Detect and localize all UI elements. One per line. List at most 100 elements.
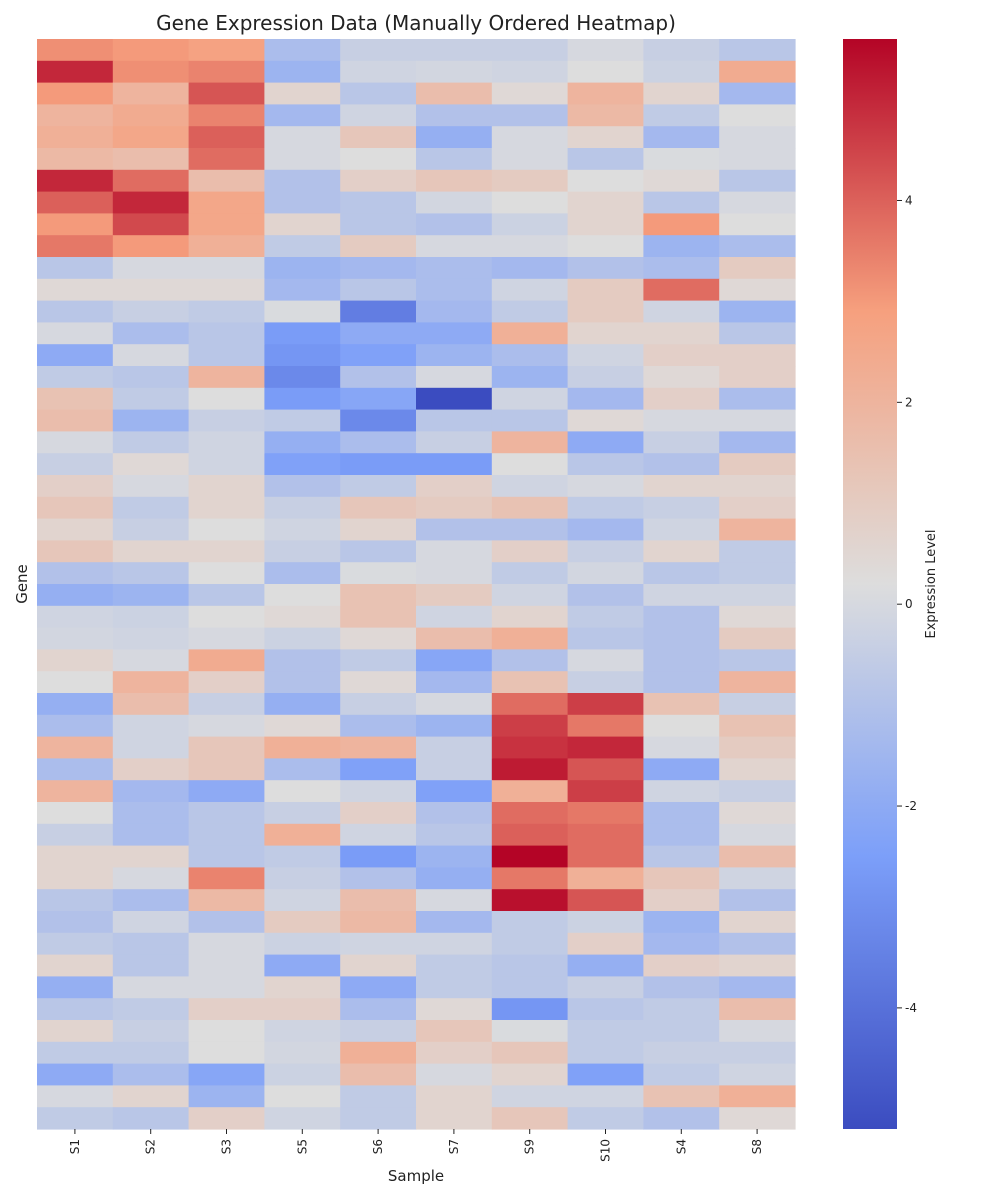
heatmap-cell <box>567 714 644 738</box>
heatmap-cell <box>264 235 341 258</box>
heatmap-cell <box>188 235 265 258</box>
heatmap-cell <box>188 605 265 629</box>
heatmap-cell <box>416 1063 493 1086</box>
heatmap-cell <box>567 932 644 956</box>
heatmap-cell <box>643 736 720 759</box>
heatmap-cell <box>491 1041 569 1065</box>
heatmap-cell <box>567 518 644 541</box>
colorbar-ticks: -4 -2 0 2 4 <box>897 193 917 1015</box>
colorbar-tick-label: -2 <box>905 799 917 813</box>
heatmap-cell <box>719 60 796 84</box>
heatmap-cell <box>491 60 569 84</box>
heatmap-cell <box>643 169 720 193</box>
heatmap-cell <box>491 736 569 759</box>
heatmap-cell <box>340 475 417 498</box>
heatmap-cell <box>491 322 569 345</box>
x-tick-label: S8 <box>750 1139 764 1154</box>
heatmap-cell <box>112 649 190 672</box>
heatmap-cell <box>416 998 493 1021</box>
heatmap-cell <box>340 387 417 411</box>
heatmap-cell <box>416 845 493 868</box>
heatmap-cell <box>340 518 417 541</box>
heatmap-cell <box>37 911 114 934</box>
heatmap-cell <box>491 475 569 498</box>
heatmap-cell <box>719 39 796 62</box>
heatmap-cell <box>37 431 114 454</box>
heatmap-cell <box>567 366 644 389</box>
heatmap-cell <box>719 387 796 411</box>
heatmap-cell <box>491 932 569 956</box>
heatmap-cell <box>188 431 265 454</box>
heatmap-cell <box>340 954 417 977</box>
heatmap-cell <box>719 300 796 323</box>
heatmap-cell <box>112 693 190 716</box>
heatmap-cell <box>37 932 114 956</box>
heatmap-cell <box>264 409 341 432</box>
heatmap-cell <box>416 39 493 62</box>
heatmap-cell <box>416 475 493 498</box>
heatmap-cell <box>264 475 341 498</box>
heatmap-cell <box>491 126 569 149</box>
heatmap-cell <box>37 366 114 389</box>
heatmap-cell <box>188 453 265 476</box>
heatmap-cell <box>719 409 796 432</box>
heatmap-cell <box>491 409 569 432</box>
heatmap-cell <box>112 1107 190 1130</box>
heatmap-cell <box>37 278 114 302</box>
heatmap-cell <box>340 780 417 803</box>
heatmap-cell <box>264 104 341 127</box>
heatmap-cell <box>567 867 644 890</box>
heatmap-cell <box>340 1063 417 1086</box>
heatmap-cell <box>112 627 190 650</box>
heatmap-cell <box>643 1020 720 1043</box>
heatmap-cell <box>491 235 569 258</box>
heatmap-cell <box>264 1041 341 1065</box>
heatmap-cell <box>643 649 720 672</box>
heatmap-cell <box>340 758 417 781</box>
heatmap-cell <box>37 1041 114 1065</box>
heatmap-cell <box>188 823 265 847</box>
heatmap-cell <box>416 213 493 236</box>
heatmap-cell <box>340 998 417 1021</box>
heatmap-cell <box>340 169 417 193</box>
heatmap-cell <box>416 584 493 607</box>
heatmap-cell <box>188 562 265 585</box>
heatmap-cell <box>37 1085 114 1108</box>
heatmap-cell <box>264 82 341 105</box>
x-tick-label: S2 <box>144 1139 158 1154</box>
heatmap-cell <box>188 344 265 367</box>
heatmap-cell <box>37 867 114 890</box>
heatmap-cell <box>340 257 417 280</box>
heatmap-cell <box>643 235 720 258</box>
heatmap-cell <box>719 169 796 193</box>
heatmap-cell <box>264 780 341 803</box>
heatmap-cell <box>340 845 417 868</box>
heatmap-cell <box>416 627 493 650</box>
heatmap-cell <box>264 39 341 62</box>
heatmap-cell <box>491 889 569 912</box>
heatmap-cell <box>567 1107 644 1130</box>
heatmap-cell <box>188 976 265 999</box>
heatmap-cell <box>264 605 341 629</box>
heatmap-cell <box>416 1020 493 1043</box>
heatmap-cell <box>188 496 265 520</box>
heatmap-cell <box>719 671 796 694</box>
heatmap-cell <box>643 758 720 781</box>
heatmap-cell <box>112 191 190 214</box>
heatmap-cell <box>264 693 341 716</box>
heatmap-cell <box>112 322 190 345</box>
heatmap-cell <box>719 911 796 934</box>
heatmap-cell <box>264 453 341 476</box>
heatmap-cell <box>188 300 265 323</box>
heatmap-cell <box>416 453 493 476</box>
heatmap-cell <box>340 1107 417 1130</box>
heatmap-cell <box>340 889 417 912</box>
heatmap-cell <box>416 409 493 432</box>
heatmap-cell <box>643 867 720 890</box>
heatmap-cell <box>643 496 720 520</box>
heatmap-cell <box>567 911 644 934</box>
heatmap-cell <box>416 387 493 411</box>
heatmap-cell <box>719 235 796 258</box>
heatmap-cell <box>643 540 720 563</box>
heatmap-cell <box>491 867 569 890</box>
